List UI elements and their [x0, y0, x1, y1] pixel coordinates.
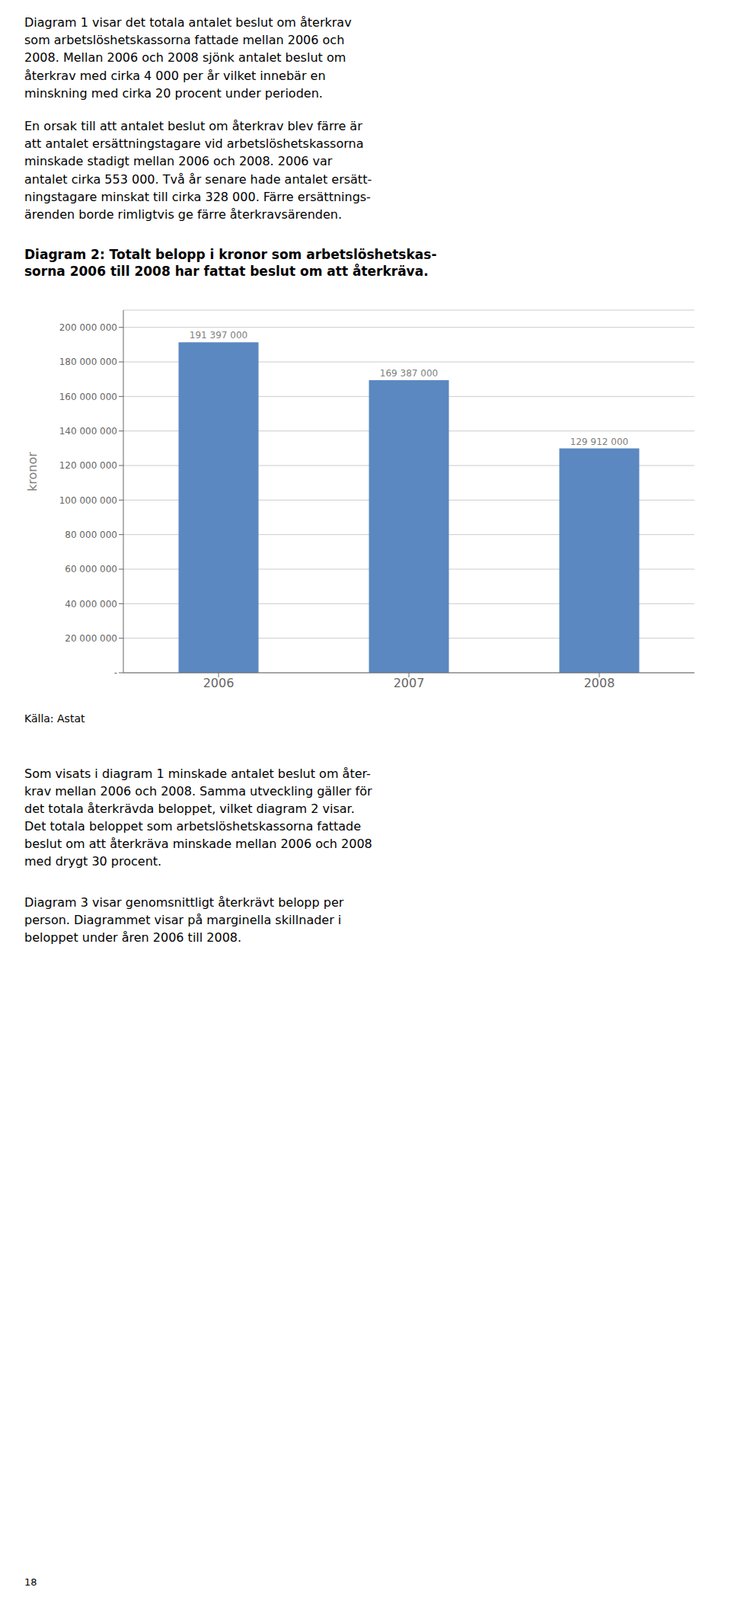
html-text:Diagram 1 visar det totala ant: Diagram 1 visar det totala antalet beslu… — [24, 15, 352, 101]
svg-text:60 000 000: 60 000 000 — [64, 564, 118, 575]
html-text:En orsak till att antalet besl: En orsak till att antalet beslut om åter… — [24, 118, 372, 222]
svg-text:140 000 000: 140 000 000 — [59, 425, 118, 437]
svg-text:160 000 000: 160 000 000 — [59, 391, 118, 403]
svg-text:20 000 000: 20 000 000 — [64, 632, 118, 644]
svg-text:-: - — [114, 667, 118, 679]
svg-text:2007: 2007 — [393, 676, 425, 691]
html-text:Diagram 2: Totalt belopp i kro: Diagram 2: Totalt belopp i kronor som ar… — [24, 246, 437, 279]
svg-text:kronor: kronor — [25, 451, 40, 492]
html-text:Som visats i diagram 1 minskad: Som visats i diagram 1 minskade antalet … — [24, 765, 373, 869]
svg-text:120 000 000: 120 000 000 — [59, 460, 118, 472]
svg-text:100 000 000: 100 000 000 — [59, 494, 118, 506]
svg-text:2006: 2006 — [203, 676, 235, 691]
svg-text:169 387 000: 169 387 000 — [379, 367, 438, 379]
html-text:Källa: Astat: Källa: Astat — [24, 712, 85, 725]
svg-text:2008: 2008 — [584, 676, 616, 691]
svg-text:129 912 000: 129 912 000 — [570, 436, 629, 447]
svg-text:80 000 000: 80 000 000 — [64, 529, 118, 540]
svg-text:200 000 000: 200 000 000 — [59, 322, 118, 333]
html-text:Diagram 3 visar genomsnittligt: Diagram 3 visar genomsnittligt återkrävt… — [24, 894, 344, 945]
html-text:18: 18 — [24, 1575, 37, 1587]
svg-text:40 000 000: 40 000 000 — [64, 598, 118, 610]
svg-text:180 000 000: 180 000 000 — [59, 357, 118, 368]
svg-text:191 397 000: 191 397 000 — [189, 329, 248, 341]
